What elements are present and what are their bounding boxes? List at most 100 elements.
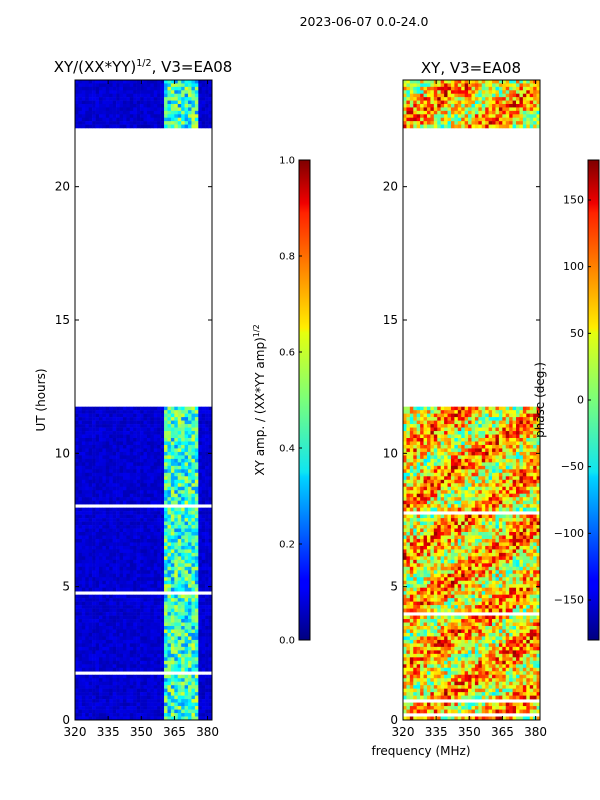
heatmap-cell <box>181 566 185 571</box>
amplitude-y-tick-label: 10 <box>55 446 70 460</box>
heatmap-cell <box>109 695 113 700</box>
heatmap-cell <box>174 410 179 414</box>
heatmap-cell <box>437 448 441 453</box>
heatmap-cell <box>194 535 199 540</box>
heatmap-cell <box>174 90 179 95</box>
heatmap-cell <box>98 124 103 129</box>
heatmap-cell <box>102 431 107 435</box>
heatmap-cell <box>116 535 120 540</box>
heatmap-cell <box>447 479 452 484</box>
heatmap-cell <box>495 431 500 435</box>
heatmap-cell <box>92 507 96 512</box>
heatmap-cell <box>150 646 155 651</box>
heatmap-cell <box>143 580 148 585</box>
heatmap-cell <box>157 713 161 717</box>
heatmap-cell <box>98 521 103 526</box>
heatmap-cell <box>406 427 411 432</box>
heatmap-cell <box>116 563 120 568</box>
heatmap-cell <box>88 486 93 491</box>
heatmap-cell <box>502 438 507 442</box>
heatmap-cell <box>529 406 534 411</box>
heatmap-cell <box>191 664 196 669</box>
heatmap-cell <box>447 472 452 477</box>
heatmap-cell <box>133 438 137 442</box>
heatmap-cell <box>160 632 165 637</box>
heatmap-cell <box>116 117 120 122</box>
heatmap-cell <box>92 497 96 501</box>
heatmap-cell <box>509 469 513 474</box>
heatmap-cell <box>426 451 431 456</box>
heatmap-cell <box>440 476 445 481</box>
heatmap-cell <box>164 664 168 669</box>
heatmap-cell <box>81 598 86 602</box>
heatmap-cell <box>160 657 165 662</box>
heatmap-cell <box>198 667 203 672</box>
heatmap-cell <box>78 699 83 703</box>
heatmap-cell <box>174 692 179 696</box>
heatmap-cell <box>174 532 179 536</box>
heatmap-cell <box>194 605 199 609</box>
heatmap-cell <box>150 601 155 606</box>
heatmap-cell <box>146 646 151 651</box>
heatmap-cell <box>471 434 476 439</box>
heatmap-cell <box>102 448 107 453</box>
heatmap-cell <box>136 699 141 703</box>
heatmap-cell <box>188 483 192 488</box>
heatmap-cell <box>181 685 185 689</box>
heatmap-cell <box>468 462 472 467</box>
heatmap-cell <box>95 124 100 129</box>
heatmap-cell <box>75 114 79 119</box>
heatmap-cell <box>126 601 131 606</box>
heatmap-cell <box>116 615 120 620</box>
heatmap-cell <box>160 521 165 526</box>
heatmap-cell <box>181 632 185 637</box>
heatmap-cell <box>143 420 148 425</box>
heatmap-cell <box>105 615 110 620</box>
heatmap-cell <box>205 573 209 578</box>
heatmap-cell <box>116 434 120 439</box>
heatmap-cell <box>116 514 120 519</box>
heatmap-cell <box>75 559 79 564</box>
heatmap-cell <box>444 427 448 432</box>
heatmap-cell <box>119 598 124 602</box>
heatmap-cell <box>119 431 124 435</box>
heatmap-cell <box>85 695 89 700</box>
heatmap-cell <box>119 545 124 550</box>
heatmap-cell <box>122 657 127 662</box>
heatmap-cell <box>105 695 110 700</box>
heatmap-cell <box>95 444 100 449</box>
heatmap-cell <box>191 706 196 710</box>
heatmap-cell <box>116 664 120 669</box>
heatmap-cell <box>133 110 137 115</box>
heatmap-cell <box>208 716 212 720</box>
heatmap-cell <box>170 608 175 613</box>
heatmap-cell <box>478 455 483 460</box>
heatmap-cell <box>526 434 531 439</box>
heatmap-cell <box>194 93 199 98</box>
heatmap-cell <box>119 639 124 644</box>
heatmap-cell <box>478 448 483 453</box>
heatmap-cell <box>492 410 496 414</box>
heatmap-cell <box>112 507 117 512</box>
heatmap-cell <box>416 427 421 432</box>
heatmap-cell <box>160 117 165 122</box>
heatmap-cell <box>116 702 120 707</box>
heatmap-cell <box>160 552 165 557</box>
heatmap-cell <box>194 615 199 620</box>
heatmap-cell <box>95 431 100 435</box>
heatmap-cell <box>208 566 212 571</box>
heatmap-cell <box>191 646 196 651</box>
heatmap-cell <box>136 650 141 655</box>
heatmap-cell <box>78 469 83 474</box>
heatmap-cell <box>474 448 479 453</box>
heatmap-cell <box>112 608 117 613</box>
heatmap-cell <box>536 455 540 460</box>
heatmap-cell <box>136 97 141 101</box>
heatmap-cell <box>447 451 452 456</box>
heatmap-cell <box>198 500 203 505</box>
heatmap-cell <box>119 538 124 543</box>
heatmap-cell <box>502 410 507 414</box>
heatmap-cell <box>420 465 424 470</box>
heatmap-cell <box>136 497 141 501</box>
